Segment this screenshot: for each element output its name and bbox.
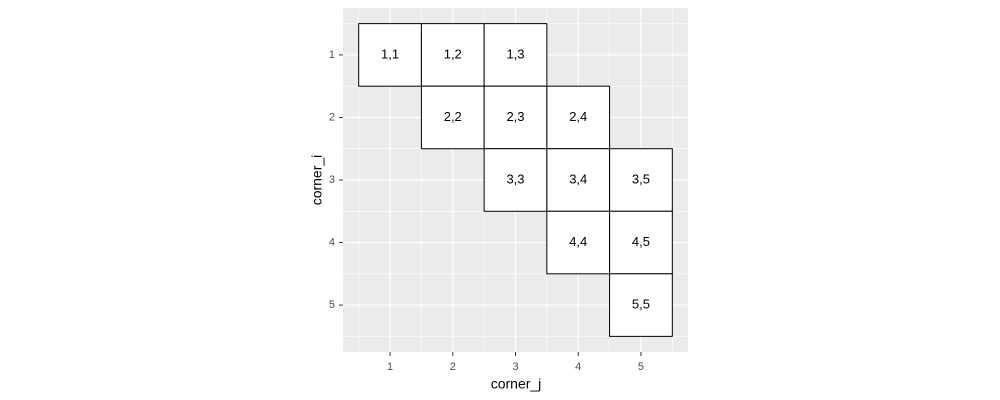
tile-label: 3,3 <box>506 171 524 186</box>
x-tick-label: 3 <box>512 361 518 373</box>
tile-label: 5,5 <box>632 297 650 312</box>
tile-label: 3,5 <box>632 171 650 186</box>
tile <box>546 210 611 275</box>
tile <box>420 23 485 87</box>
x-tick-label: 1 <box>387 361 393 373</box>
y-tick-label: 3 <box>329 174 335 186</box>
y-tick-label: 5 <box>329 299 335 311</box>
tile <box>483 148 548 212</box>
x-tick-label: 2 <box>450 361 456 373</box>
tile <box>609 210 673 275</box>
y-tick-label: 1 <box>329 49 335 61</box>
tile-label: 3,4 <box>569 171 587 186</box>
tile <box>483 85 548 150</box>
tile-label: 1,3 <box>506 46 524 61</box>
tile-label: 4,5 <box>632 234 650 249</box>
y-tick-label: 4 <box>329 236 335 248</box>
tile <box>358 23 422 87</box>
tile <box>483 23 548 87</box>
tile <box>609 148 673 212</box>
x-axis-title: corner_j <box>491 376 542 392</box>
tile-label: 1,2 <box>444 46 462 61</box>
tile-label: 2,2 <box>444 109 462 124</box>
x-tick-label: 4 <box>575 361 581 373</box>
tile <box>609 273 673 337</box>
tile <box>546 148 611 212</box>
tile <box>546 85 611 150</box>
y-tick-label: 2 <box>329 111 335 123</box>
tile-label: 4,4 <box>569 234 587 249</box>
tile <box>420 85 485 150</box>
y-axis-title: corner_i <box>309 155 325 206</box>
tile-label: 2,4 <box>569 109 587 124</box>
tile-label: 2,3 <box>506 109 524 124</box>
x-tick-label: 5 <box>638 361 644 373</box>
tile-label: 1,1 <box>381 46 399 61</box>
